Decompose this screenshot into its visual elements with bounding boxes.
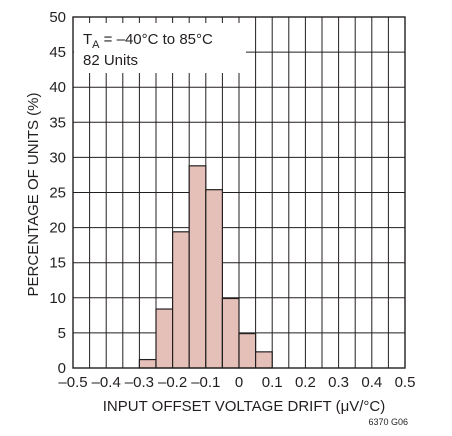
x-tick-label: –0.5 (58, 374, 87, 391)
y-tick-labels: 0 5 10 15 20 25 30 35 40 45 50 (49, 9, 66, 377)
y-tick-label: 45 (49, 44, 66, 61)
annotation-background (74, 23, 246, 73)
annotation-units: 82 Units (83, 52, 138, 69)
x-tick-labels: –0.5 –0.4 –0.3 –0.2 –0.1 0 0.1 0.2 0.3 0.4 0.5 (58, 374, 415, 391)
plot-border (72, 16, 406, 369)
x-tick-label: 0.5 (395, 374, 416, 391)
histogram-bar (238, 333, 257, 369)
histogram-bar (255, 351, 273, 369)
y-tick-label: 35 (49, 114, 66, 131)
histogram-bar (138, 358, 157, 369)
y-tick-label: 10 (49, 290, 66, 307)
y-tick-label: 25 (49, 185, 66, 202)
x-tick-label: 0.3 (328, 374, 349, 391)
x-tick-label: –0.3 (125, 374, 154, 391)
y-tick-label: 40 (49, 79, 66, 96)
figure-code: 6370 G06 (368, 417, 408, 427)
plot-frame (72, 16, 406, 369)
x-tick-label: –0.1 (191, 374, 220, 391)
histogram-bar (205, 189, 224, 369)
histogram-bars (138, 165, 273, 369)
x-axis-label: INPUT OFFSET VOLTAGE DRIFT (μV/°C) (103, 398, 385, 415)
y-tick-label: 30 (49, 149, 66, 166)
histogram-bar (188, 165, 207, 369)
histogram-bar (155, 308, 174, 369)
x-tick-label: 0.4 (361, 374, 382, 391)
annotation-temperature: TA = –40°C to 85°C (83, 31, 213, 51)
grid-lines (73, 17, 405, 368)
histogram-bar (172, 231, 190, 369)
x-tick-label: –0.4 (92, 374, 121, 391)
x-tick-label: 0 (235, 374, 243, 391)
x-tick-label: 0.1 (262, 374, 283, 391)
y-tick-label: 20 (49, 220, 66, 237)
y-tick-label: 50 (49, 9, 66, 26)
x-tick-label: –0.2 (158, 374, 187, 391)
histogram-bar (221, 297, 240, 369)
x-tick-label: 0.2 (295, 374, 316, 391)
y-tick-label: 5 (58, 325, 66, 342)
y-tick-label: 15 (49, 255, 66, 272)
y-axis-label: PERCENTAGE OF UNITS (%) (25, 93, 42, 297)
y-tick-label: 0 (58, 360, 66, 377)
